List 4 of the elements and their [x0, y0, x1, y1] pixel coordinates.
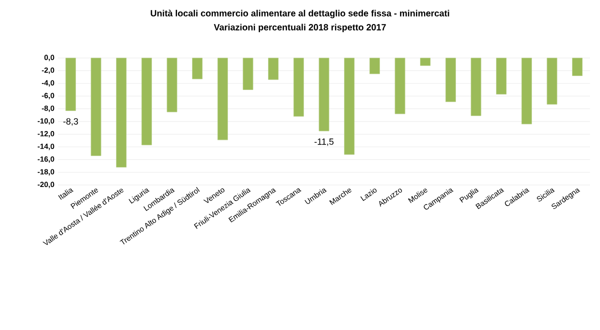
chart-subtitle: Variazioni percentuali 2018 rispetto 2017: [214, 24, 386, 32]
data-label: -8,3: [63, 118, 78, 126]
chart-title: Unità locali commercio alimentare al dettaglio sede fissa - minimercati: [150, 10, 450, 18]
data-label: -11,5: [314, 138, 334, 146]
